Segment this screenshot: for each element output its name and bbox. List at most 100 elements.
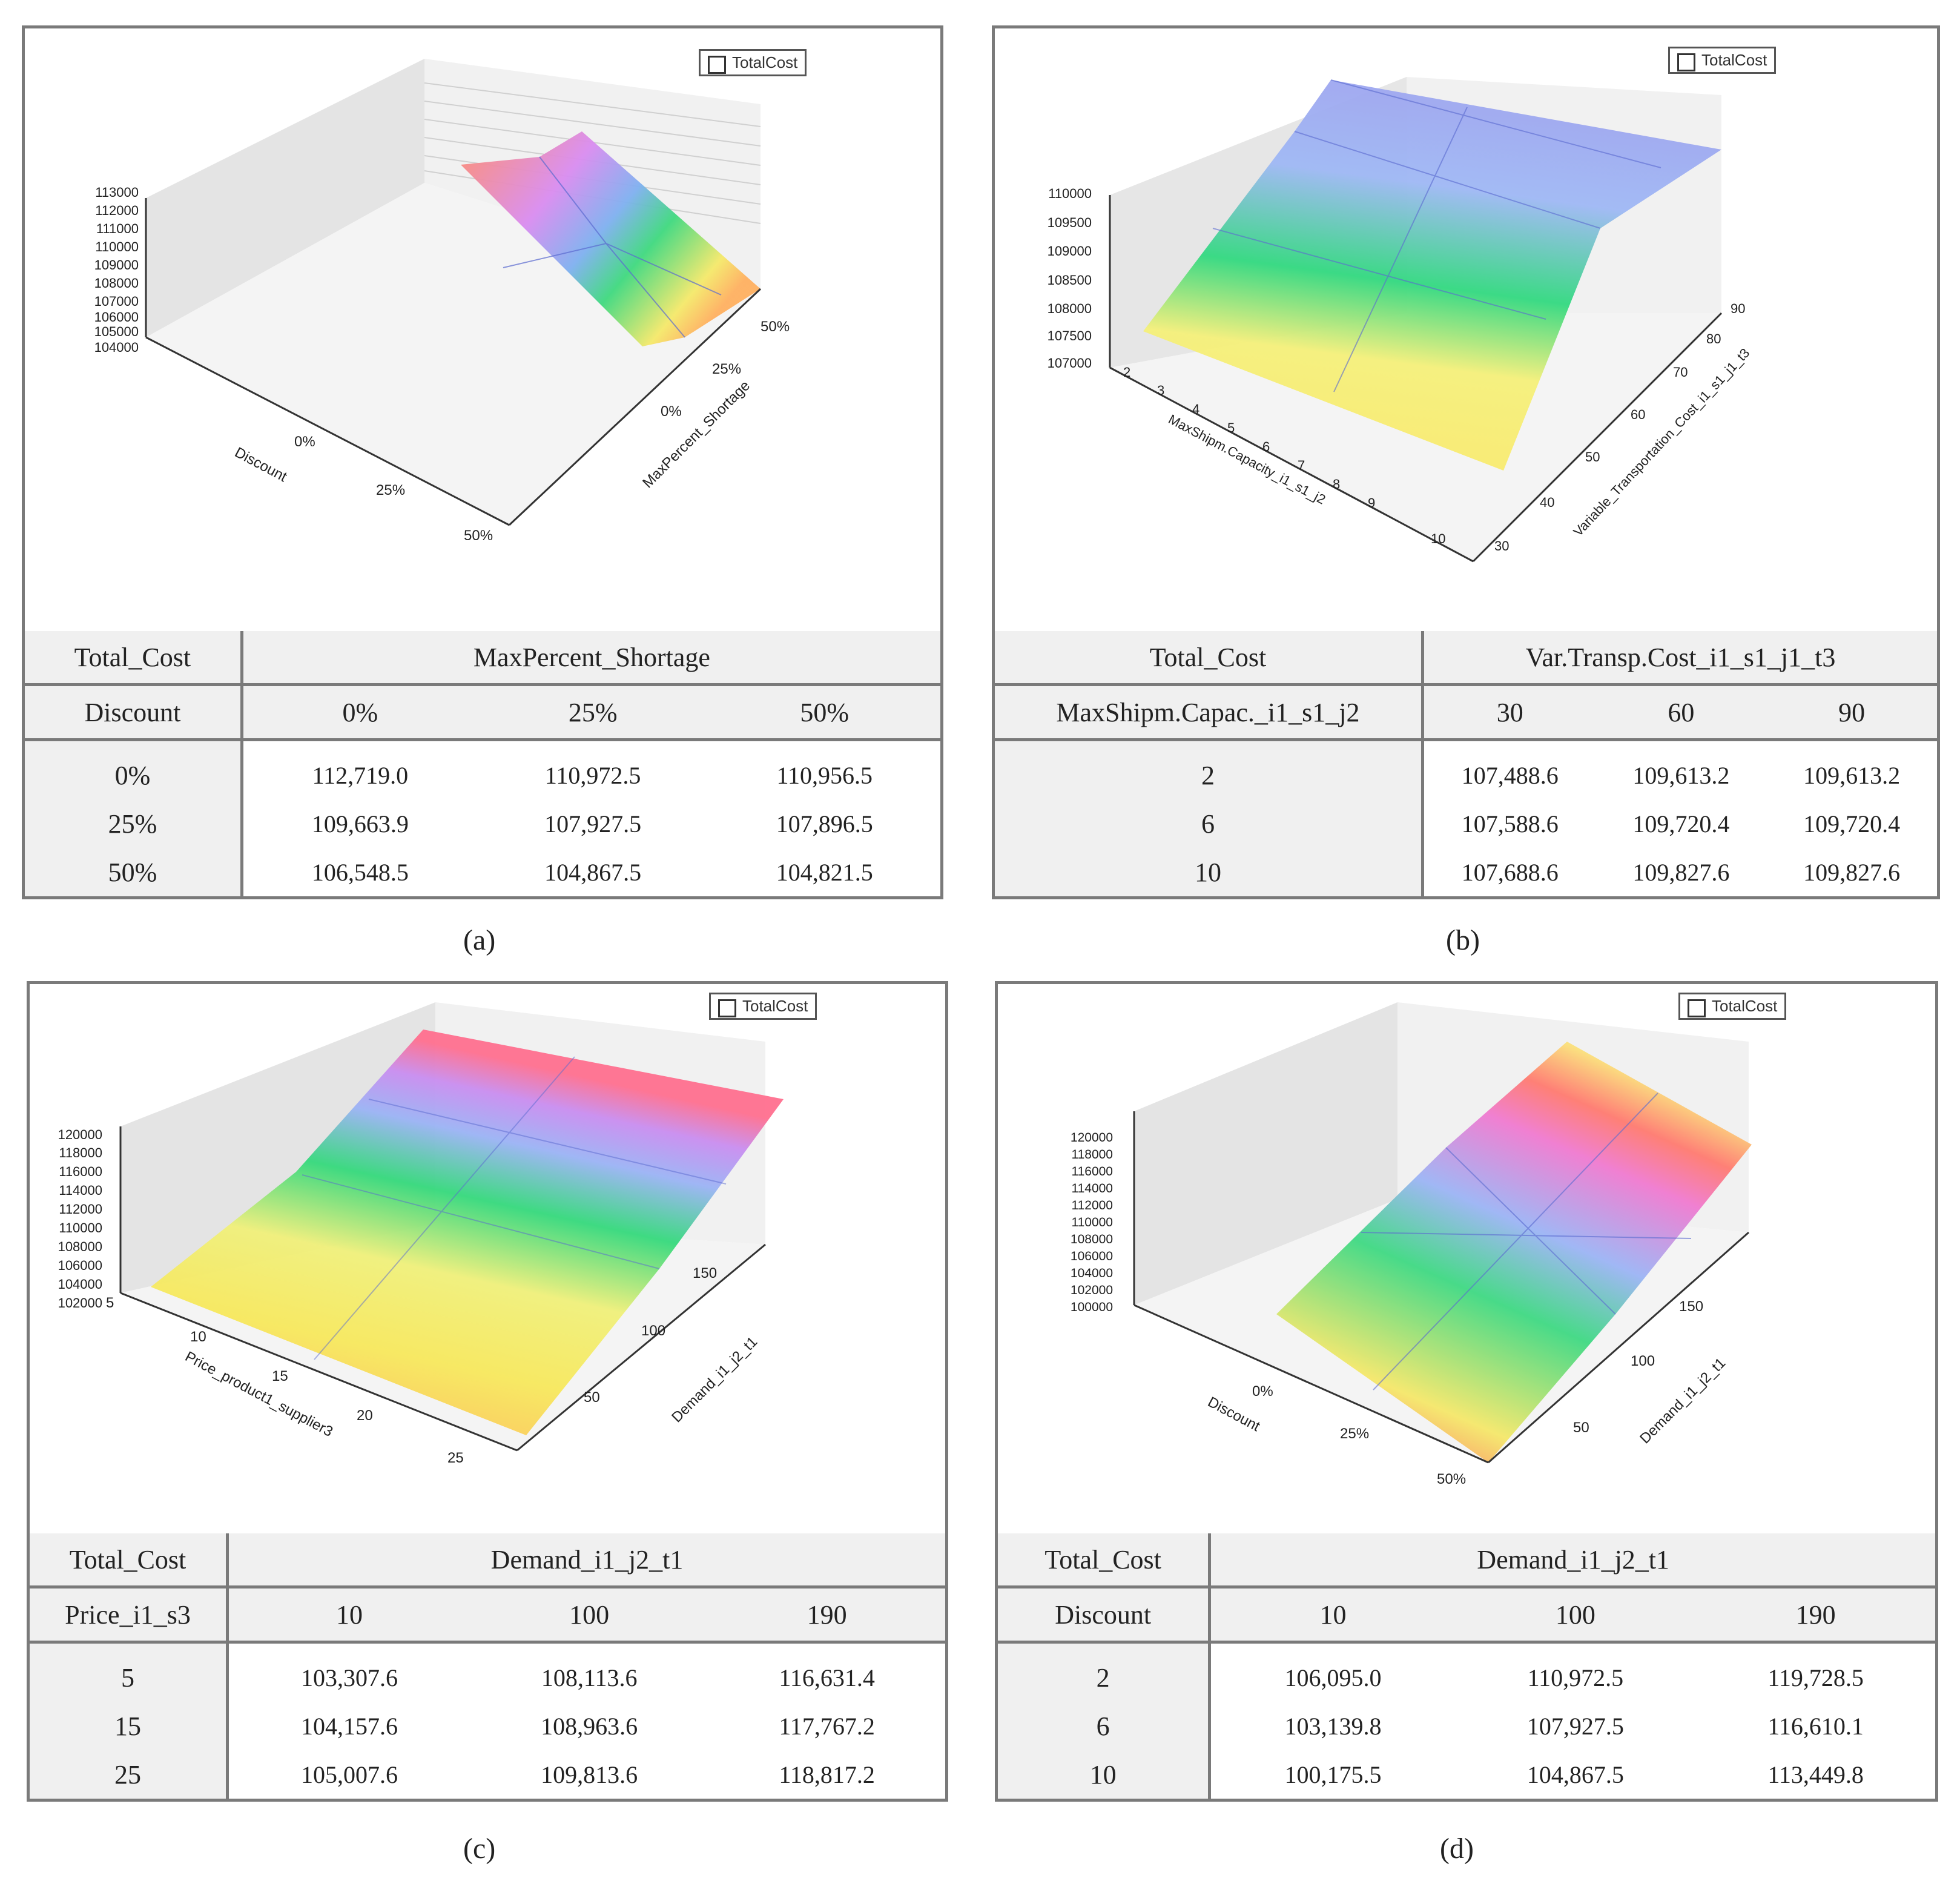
x-tick: 2 — [1123, 365, 1130, 380]
x-tick: 9 — [1368, 495, 1375, 511]
y-tick: 150 — [1679, 1298, 1703, 1315]
y-axis-d — [1488, 1231, 1749, 1464]
cell: 107,588.6 — [1461, 810, 1559, 838]
chart-panel-b: 110000 109500 109000 108500 108000 10750… — [992, 25, 1940, 899]
surface-plot-a: 113000 112000 111000 110000 109000 10800… — [25, 28, 940, 634]
table-col-title: Demand_i1_j2_t1 — [1209, 1533, 1935, 1588]
surface-plot-c: 120000 118000 116000 114000 112000 11000… — [30, 984, 945, 1538]
table-row-title: MaxShipm.Capac._i1_s1_j2 — [995, 684, 1424, 741]
cell: 103,307.6 — [301, 1664, 398, 1691]
table-row: 10 100,175.5 104,867.5 113,449.8 — [998, 1750, 1935, 1799]
z-tick: 113000 — [95, 185, 139, 200]
surface-plot-b: 110000 109500 109000 108500 108000 10750… — [995, 28, 1937, 634]
y-tick: 50 — [1585, 449, 1600, 464]
table-col-header: 50% — [708, 684, 940, 741]
cell: 117,767.2 — [779, 1712, 875, 1740]
cell: 108,963.6 — [541, 1712, 638, 1740]
y-axis-a — [508, 288, 762, 526]
cell: 109,720.4 — [1803, 810, 1901, 838]
table-row-title: Price_i1_s3 — [30, 1587, 229, 1644]
z-tick: 110000 — [59, 1220, 102, 1235]
cell: 106,548.5 — [311, 858, 409, 886]
z-tick: 112000 — [1071, 1198, 1113, 1212]
x-tick: 5 — [1227, 420, 1235, 435]
x-axis-title: Discount — [232, 444, 289, 485]
data-table-d: Total_Cost Demand_i1_j2_t1 Discount 10 1… — [998, 1533, 1935, 1799]
z-ticks-a: 113000 112000 111000 110000 109000 10800… — [94, 185, 139, 355]
y-tick: 60 — [1631, 407, 1645, 422]
caption-d: (d) — [1440, 1833, 1474, 1865]
table-col-title: Demand_i1_j2_t1 — [227, 1533, 945, 1588]
cell: 110,972.5 — [544, 761, 641, 789]
z-tick: 112000 — [59, 1202, 102, 1217]
z-tick: 111000 — [96, 221, 139, 236]
row-label: 25% — [25, 799, 243, 848]
x-axis-a — [145, 336, 510, 526]
cell: 104,867.5 — [544, 858, 642, 886]
row-label: 6 — [998, 1702, 1212, 1750]
x-tick: 7 — [1298, 458, 1305, 473]
cell: 110,972.5 — [1527, 1664, 1624, 1691]
cell: 116,610.1 — [1767, 1712, 1864, 1740]
z-tick: 105000 — [94, 324, 139, 339]
cell: 109,813.6 — [541, 1760, 638, 1788]
cell: 100,175.5 — [1284, 1760, 1382, 1788]
y-tick: 150 — [693, 1265, 717, 1281]
y-axis-title: MaxPercent_Shortage — [639, 377, 753, 491]
data-table-a: Total_Cost MaxPercent_Shortage Discount … — [25, 631, 940, 896]
surface-a — [461, 131, 761, 346]
back-wall-left — [146, 59, 424, 337]
cell: 109,827.6 — [1632, 858, 1730, 886]
cell: 107,927.5 — [544, 810, 642, 838]
y-tick: 70 — [1673, 365, 1688, 380]
table-row: 10 107,688.6 109,827.6 109,827.6 — [995, 848, 1937, 896]
table-corner: Total_Cost — [25, 631, 243, 686]
z-tick: 102000 — [1071, 1283, 1113, 1297]
cell: 104,867.5 — [1526, 1760, 1624, 1788]
cell: 104,157.6 — [301, 1712, 398, 1740]
legend-b: TotalCost — [1668, 47, 1777, 74]
table-row: 6 103,139.8 107,927.5 116,610.1 — [998, 1702, 1935, 1750]
z-tick: 116000 — [1071, 1165, 1113, 1179]
table-row: 6 107,588.6 109,720.4 109,720.4 — [995, 799, 1937, 848]
chart-panel-c: 120000 118000 116000 114000 112000 11000… — [27, 981, 948, 1802]
data-table-b: Total_Cost Var.Transp.Cost_i1_s1_j1_t3 M… — [995, 631, 1937, 896]
table-col-header: 100 — [1454, 1587, 1697, 1644]
y-axis-b — [1472, 312, 1723, 563]
table-col-header: 100 — [470, 1587, 709, 1644]
chart-panel-a: 113000 112000 111000 110000 109000 10800… — [22, 25, 943, 899]
table-col-header: 10 — [1209, 1587, 1455, 1644]
z-tick: 106000 — [94, 309, 139, 325]
table-col-header: 190 — [1696, 1587, 1935, 1644]
surface-d — [1276, 1042, 1752, 1463]
y-tick: 30 — [1494, 538, 1509, 554]
z-tick: 108000 — [58, 1239, 102, 1254]
z-tick: 104000 — [1071, 1266, 1113, 1280]
legend-label: TotalCost — [1701, 51, 1767, 69]
table-row: 2 107,488.6 109,613.2 109,613.2 — [995, 739, 1937, 799]
table-row: 25 105,007.6 109,813.6 118,817.2 — [30, 1750, 945, 1799]
y-tick: 80 — [1706, 331, 1721, 346]
cell: 107,896.5 — [776, 810, 873, 838]
x-tick: 50% — [1437, 1471, 1466, 1487]
caption-c: (c) — [463, 1833, 496, 1865]
z-tick: 108500 — [1048, 273, 1092, 288]
table-row-title: Discount — [25, 684, 243, 741]
legend-a: TotalCost — [699, 49, 807, 76]
x-tick: 6 — [1262, 439, 1270, 454]
z-tick: 114000 — [59, 1183, 102, 1198]
legend-swatch — [708, 56, 726, 74]
cell: 109,613.2 — [1632, 761, 1730, 789]
z-tick: 107000 — [1048, 355, 1092, 371]
cell: 118,817.2 — [779, 1760, 875, 1788]
y-tick: 100 — [1631, 1353, 1655, 1369]
legend-c: TotalCost — [709, 993, 817, 1020]
y-tick: 100 — [641, 1323, 665, 1339]
back-wall-left — [1134, 1002, 1397, 1305]
x-tick: 8 — [1333, 477, 1340, 492]
x-tick: 25 — [447, 1450, 464, 1466]
z-tick: 102000 — [58, 1295, 102, 1311]
table-col-header: 25% — [477, 684, 709, 741]
table-col-header: 90 — [1766, 684, 1937, 741]
x-tick: 25% — [376, 482, 405, 498]
